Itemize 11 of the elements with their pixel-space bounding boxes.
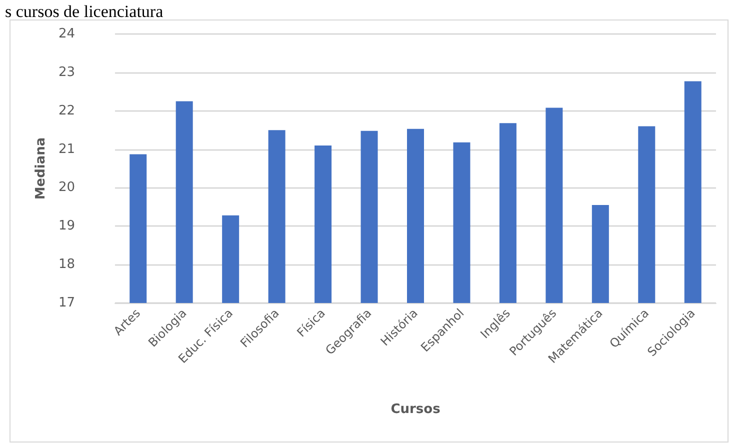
y-tick-label: 22 xyxy=(58,103,75,118)
y-axis-title: Mediana xyxy=(34,137,49,200)
y-tick-label: 20 xyxy=(58,180,75,196)
x-axis-title: Cursos xyxy=(390,402,441,417)
y-tick-label: 17 xyxy=(58,296,75,310)
y-tick-label: 19 xyxy=(58,218,75,234)
y-tick-label: 23 xyxy=(58,64,75,80)
y-tick-label: 24 xyxy=(58,26,75,42)
y-tick-label: 18 xyxy=(58,257,75,272)
chart-title: s cursos de licenciatura xyxy=(5,2,164,21)
y-tick-label: 21 xyxy=(58,142,75,157)
